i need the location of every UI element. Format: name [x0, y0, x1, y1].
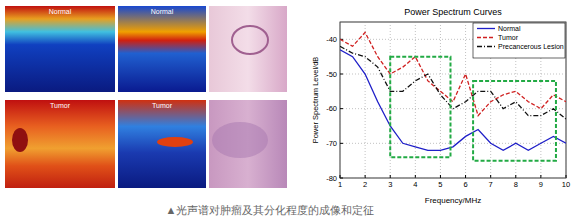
image-panel	[5, 6, 115, 92]
tick-label: 10	[562, 180, 570, 189]
grid-line	[340, 74, 566, 75]
legend-swatch	[477, 37, 495, 38]
tick	[465, 175, 466, 178]
x-label: Frequency/MHz	[425, 196, 481, 205]
series-line	[340, 32, 566, 115]
y-label: Power Spectrum Level/dB	[311, 57, 320, 144]
tick	[440, 175, 441, 178]
tick	[540, 175, 541, 178]
grid-line	[340, 22, 341, 178]
highlight-region	[390, 57, 450, 158]
tick-label: 3	[388, 180, 392, 189]
tick	[365, 175, 366, 178]
image-label: Normal	[49, 8, 72, 15]
highlight-region	[473, 81, 556, 161]
image-label: Tumor	[50, 102, 71, 109]
grid-line	[415, 22, 416, 178]
tick-label: 2	[363, 180, 367, 189]
legend-swatch	[477, 46, 495, 47]
tick	[340, 108, 343, 109]
image-panel	[5, 100, 115, 188]
tick-label: -40	[326, 35, 337, 44]
tick-label: -70	[326, 139, 337, 148]
tick	[340, 178, 343, 179]
legend-label: Tumor	[498, 34, 519, 41]
tick-label: 8	[514, 180, 518, 189]
image-label: Normal	[151, 8, 174, 15]
hot-spot	[157, 137, 193, 147]
tick-label: 6	[463, 180, 467, 189]
tissue	[212, 122, 268, 158]
tick-label: -80	[326, 174, 337, 183]
tick-label: 5	[438, 180, 442, 189]
tick-label: 7	[489, 180, 493, 189]
legend-swatch	[477, 28, 495, 29]
tick-label: 4	[413, 180, 417, 189]
caption: ▲光声谱对肿瘤及其分化程度的成像和定征	[166, 204, 375, 216]
tick	[566, 175, 567, 178]
image-panel	[118, 100, 206, 188]
hot-spot	[12, 128, 28, 152]
grid-line	[340, 178, 566, 179]
image-label: Tumor	[152, 102, 173, 109]
legend-label: Precancerous Lesion	[498, 43, 564, 50]
image-panel	[209, 100, 287, 188]
series-line	[340, 50, 566, 151]
tick	[390, 175, 391, 178]
grid-line	[566, 22, 567, 178]
tick-label: 9	[539, 180, 543, 189]
tick	[340, 74, 343, 75]
legend-label: Normal	[498, 25, 521, 32]
title: Power Spectrum Curves	[404, 7, 502, 17]
tick	[515, 175, 516, 178]
plot-frame	[340, 22, 566, 178]
image-panel	[118, 6, 206, 92]
grid-line	[465, 22, 466, 178]
tick-label: 1	[338, 180, 342, 189]
grid-line	[365, 22, 366, 178]
tissue	[232, 26, 268, 54]
legend	[473, 23, 565, 58]
tick-label: -60	[326, 104, 337, 113]
grid-line	[440, 22, 441, 178]
tick	[490, 175, 491, 178]
figure: Normal Normal Tumor Tumor Power Spectrum Cur…	[0, 0, 576, 220]
tick	[415, 175, 416, 178]
tick	[340, 143, 343, 144]
grid-line	[340, 143, 566, 144]
image-panel	[209, 6, 287, 92]
tick-label: -50	[326, 70, 337, 79]
